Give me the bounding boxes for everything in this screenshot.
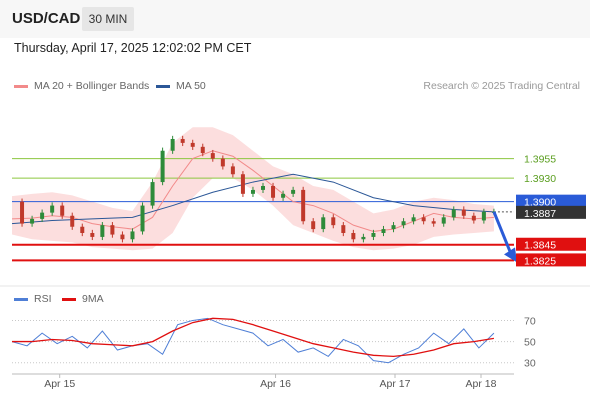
price-candle [291,189,296,194]
price-candle [441,217,446,224]
price-candle [20,201,25,224]
level-label-1-3845: 1.3845 [524,240,556,252]
price-candle [70,215,75,227]
level-tag-1-3825 [516,253,586,267]
projection-arrow-line [492,211,514,257]
price-candle [40,212,45,219]
price-candle [150,182,155,206]
legend-ma20: MA 20 + Bollinger Bands [14,80,149,92]
projection-arrow-head [504,247,517,263]
header-bar: USD/CAD 30 MIN [0,0,590,38]
price-candle [331,217,336,226]
legend-9ma: 9MA [62,293,104,305]
price-candle [301,189,306,222]
level-label-1-3955: 1.3955 [524,154,556,166]
price-candle [471,215,476,221]
level-tag-1-3887 [516,205,586,219]
price-candle [130,231,135,240]
ma9-legend-label: 9MA [82,293,104,305]
price-candle [411,217,416,222]
price-candle [170,138,175,151]
price-candle [90,232,95,237]
price-candle [120,234,125,240]
rsi-legend-swatch [14,297,28,301]
chart-datetime: Thursday, April 17, 2025 12:02:02 PM CET [14,41,252,55]
legend-rsi: RSI [14,293,52,305]
price-candle [401,221,406,226]
level-label-1-3887: 1.3887 [524,208,556,220]
price-candle [321,217,326,230]
price-candle [60,205,65,216]
price-candle [50,205,55,213]
price-candle [371,232,376,237]
rsi-9ma-line [12,317,495,358]
price-candle [451,209,456,218]
price-candle [271,185,276,198]
legend-ma50: MA 50 [156,80,206,92]
ma50-legend-label: MA 50 [176,80,206,92]
rsi-tick-label-50: 50 [524,337,536,349]
price-candle [240,174,245,194]
price-candle [110,225,115,235]
price-candle [160,150,165,183]
rsi-line [11,317,495,364]
symbol-title: USD/CAD [12,10,81,27]
price-candle [140,205,145,232]
x-tick-label-2: Apr 16 [260,378,291,390]
price-candle [281,193,286,198]
price-candle [250,189,255,194]
ma20-legend-swatch [14,84,28,88]
level-tag-1-3900 [516,194,586,208]
price-candle [190,142,195,147]
price-candle [351,232,356,240]
price-candle [391,225,396,230]
price-candle [80,226,85,233]
price-candle [461,209,466,216]
rsi-tick-label-70: 70 [524,315,536,327]
timeframe-badge[interactable]: 30 MIN [82,7,134,31]
price-candle [230,166,235,175]
level-label-1-3900: 1.3900 [524,197,556,209]
level-label-1-3825: 1.3825 [524,255,556,267]
price-candle [361,236,366,240]
x-tick-label-3: Apr 17 [380,378,411,390]
ma20-legend-label: MA 20 + Bollinger Bands [34,80,150,92]
price-candle [431,221,436,224]
price-candle [100,225,105,237]
x-tick-label-1: Apr 15 [44,378,75,390]
ma9-legend-swatch [62,297,76,301]
ma50-line [11,173,494,225]
research-credit: Research © 2025 Trading Central [423,80,580,92]
price-candle [381,229,386,233]
rsi-tick-label-30: 30 [524,358,536,370]
price-candle [220,158,225,167]
price-candle [200,146,205,154]
price-candle [30,218,35,224]
price-candle [210,153,215,159]
price-candle [341,225,346,233]
ma50-legend-swatch [156,84,170,88]
price-candle [261,185,265,190]
level-tag-1-3845 [516,237,586,251]
price-candle [180,138,185,143]
level-label-1-3930: 1.3930 [524,173,556,185]
price-candle [311,221,316,230]
price-candle [421,217,426,222]
x-tick-label-4: Apr 18 [466,378,497,390]
price-candle [481,211,486,221]
rsi-legend-label: RSI [34,293,52,305]
